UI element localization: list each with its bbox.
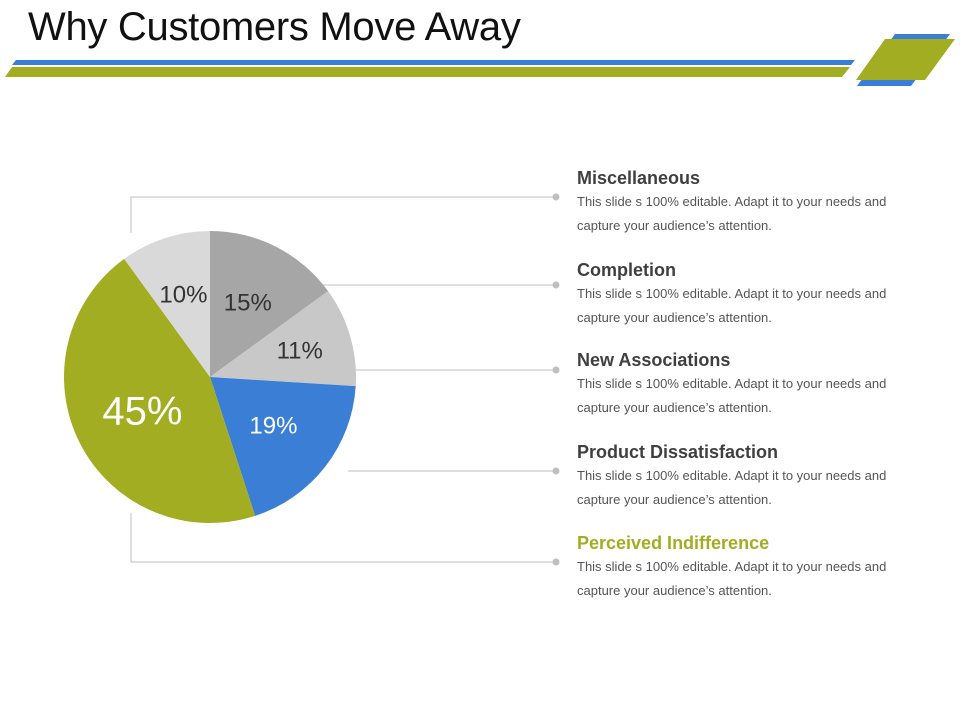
legend-item-miscellaneous: Miscellaneous This slide s 100% editable… [577,167,907,238]
legend-description: This slide s 100% editable. Adapt it to … [577,376,887,415]
connector-dot [552,467,560,475]
legend-description: This slide s 100% editable. Adapt it to … [577,559,887,598]
connector-dot [552,193,560,201]
slice-label: 45% [102,390,182,434]
slice-labels: 15%11% 19% 45% 10% [102,282,322,440]
header-green-parallelogram [856,39,955,80]
legend-title: Perceived Indifference [577,533,770,553]
legend-item-perceived-indifference: Perceived Indifference This slide s 100%… [577,532,907,603]
legend-item-new-associations: New Associations This slide s 100% edita… [577,349,907,420]
connector-dot [552,366,560,374]
slice-label: 11% [277,337,323,364]
connector-dot [552,558,560,566]
slice-label: 10% [159,282,207,309]
pie-slices [63,231,356,523]
legend-title: Product Dissatisfaction [577,442,779,462]
connector-line-perceived-indifference [130,513,556,563]
pie-slice-product-dissatisfaction [124,231,210,377]
slice-label: 19% [249,413,297,440]
header-decoration [5,34,955,86]
header-green-stripe [5,67,850,77]
connector-dot [552,281,560,289]
legend-title: New Associations [577,350,731,370]
legend-item-completion: Completion This slide s 100% editable. A… [577,259,907,330]
slide-title: Why Customers Move Away [28,5,521,49]
legend-title: Completion [577,260,676,280]
legend-description: This slide s 100% editable. Adapt it to … [577,194,887,233]
pie-slice-perceived-indifference [63,258,256,523]
header-blue-stripe [12,60,855,65]
slice-label: 15% [224,289,272,316]
legend-description: This slide s 100% editable. Adapt it to … [577,468,887,507]
pie-slice-new-associations [210,377,356,516]
connector-lines [130,193,560,566]
connector-line-miscellaneous [130,196,556,233]
pie-slice-miscellaneous [210,231,329,377]
legend-description: This slide s 100% editable. Adapt it to … [577,286,887,325]
legend-title: Miscellaneous [577,168,701,188]
legend-item-product-dissatisfaction: Product Dissatisfaction This slide s 100… [577,441,907,512]
pie-slice-completion [210,291,356,387]
